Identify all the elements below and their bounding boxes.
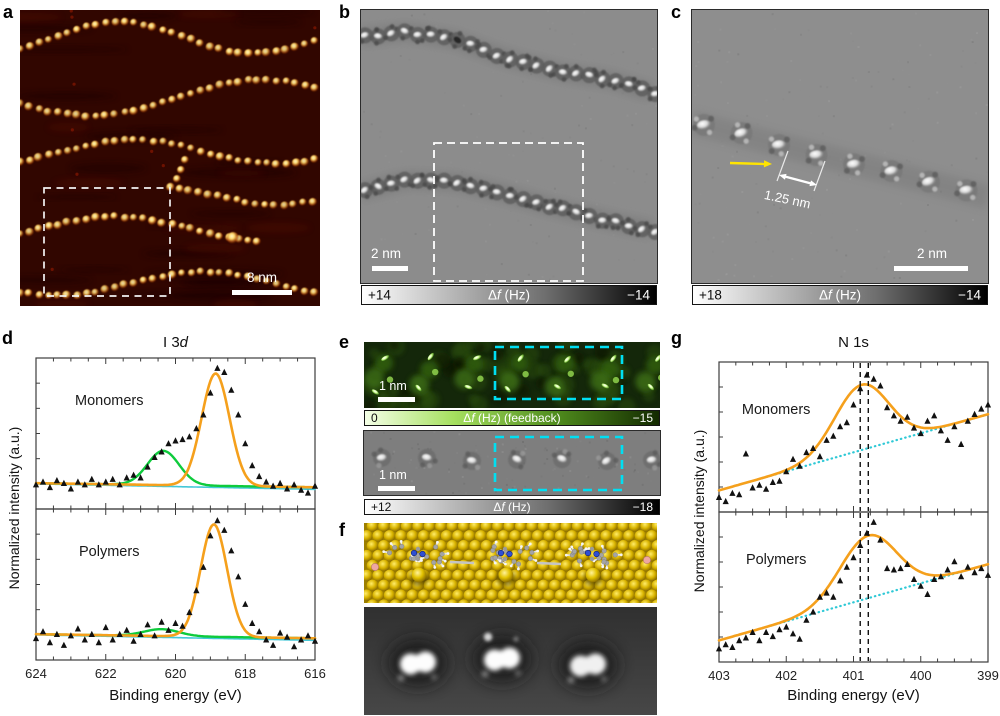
afm-image-b bbox=[360, 9, 658, 284]
nitrogen-atom bbox=[497, 549, 505, 557]
dashed-roi-box-e-bottom bbox=[493, 435, 624, 492]
colorbar-e-feedback-min: 0 bbox=[371, 411, 378, 425]
nitrogen-atom bbox=[419, 550, 426, 558]
panel-label-d: d bbox=[2, 328, 13, 348]
colorbar-e-feedback-max: −15 bbox=[632, 411, 653, 425]
n1s-series-label-polymers: Polymers bbox=[746, 552, 806, 568]
i3d-monomers-data-points bbox=[32, 364, 319, 496]
panel-label-g: g bbox=[671, 328, 682, 348]
colorbar-c-min: +18 bbox=[699, 287, 722, 303]
x-tick-label: 624 bbox=[25, 666, 47, 681]
colorbar-e-feedback-label: Δf (Hz) (feedback) bbox=[463, 411, 561, 425]
x-tick-label: 399 bbox=[977, 668, 999, 683]
n1s-panel-polymers: 403 402 401 400 399 Polymers bbox=[708, 511, 999, 683]
colorbar-c-label: Δf (Hz) bbox=[818, 287, 862, 303]
chart-title-n1s: N 1s bbox=[838, 334, 869, 351]
stm-image-a bbox=[20, 10, 320, 306]
dashed-roi-box-a bbox=[43, 187, 171, 297]
nitrogen-atom bbox=[593, 550, 600, 558]
x-tick-label: 401 bbox=[843, 668, 865, 683]
scalebar-c-label: 2 nm bbox=[916, 246, 947, 261]
scalebar-c-bar bbox=[894, 266, 968, 271]
x-tick-label: 618 bbox=[234, 666, 256, 681]
panel-label-b: b bbox=[339, 2, 350, 22]
i3d-monomers-main-peak bbox=[34, 372, 317, 489]
i3d-series-label-polymers: Polymers bbox=[79, 544, 139, 560]
n1s-monomers-data-points bbox=[715, 371, 992, 505]
x-axis-label-g: Binding energy (eV) bbox=[787, 687, 920, 704]
colorbar-b-max: −14 bbox=[627, 287, 650, 303]
n1s-polymers-fit bbox=[717, 533, 990, 642]
xps-spectrum-i3d: Monomers 624 622 620 618 616 Polymers bbox=[25, 357, 326, 681]
chart-title-i3d: I 3d bbox=[162, 334, 189, 351]
x-tick-label: 622 bbox=[95, 666, 117, 681]
colorbar-c-max: −14 bbox=[958, 287, 981, 303]
scalebar-b-bar bbox=[372, 266, 408, 271]
i3d-panel-polymers: 624 622 620 618 616 Polymers bbox=[25, 508, 326, 681]
n1s-series-label-monomers: Monomers bbox=[742, 402, 811, 418]
scalebar-e-top-bar bbox=[378, 397, 415, 402]
x-axis-label-d: Binding energy (eV) bbox=[109, 687, 242, 704]
simulated-molecule-blob bbox=[484, 647, 520, 671]
scalebar-b-label: 2 nm bbox=[371, 246, 402, 261]
scalebar-e-top-label: 1 nm bbox=[379, 379, 407, 393]
halogen-atom bbox=[643, 556, 651, 564]
nitrogen-atom bbox=[410, 549, 418, 557]
dashed-roi-box-e-top bbox=[493, 345, 624, 401]
i3d-panel-monomers: Monomers bbox=[32, 357, 319, 510]
panel-label-c: c bbox=[671, 2, 682, 22]
panel-label-e: e bbox=[339, 332, 350, 352]
colorbar-b-label: Δf (Hz) bbox=[487, 287, 531, 303]
molecular-model-f bbox=[364, 523, 657, 603]
n1s-polymers-data-points bbox=[715, 518, 992, 652]
afm-constant-height-image-e bbox=[363, 430, 661, 496]
nitrogen-atom bbox=[584, 549, 592, 557]
simulated-afm-f bbox=[364, 607, 657, 715]
x-tick-label: 400 bbox=[910, 668, 932, 683]
distance-double-arrow bbox=[782, 174, 814, 186]
x-tick-label: 616 bbox=[304, 666, 326, 681]
yellow-arrow bbox=[729, 161, 767, 166]
colorbar-b: +14 Δf (Hz) −14 bbox=[361, 285, 657, 305]
i3d-polymers-main-peak bbox=[34, 523, 317, 640]
scalebar-e-bottom-label: 1 nm bbox=[379, 468, 407, 482]
xps-spectrum-n1s: Monomers 403 402 401 400 399 Polymers bbox=[708, 361, 999, 683]
x-tick-label: 403 bbox=[708, 668, 730, 683]
colorbar-e-constant-max: −18 bbox=[632, 500, 653, 514]
x-tick-label: 620 bbox=[165, 666, 187, 681]
panel-label-f: f bbox=[339, 520, 345, 540]
nitrogen-atom bbox=[506, 550, 513, 558]
x-tick-label: 402 bbox=[775, 668, 797, 683]
scalebar-e-bottom-bar bbox=[378, 486, 415, 491]
colorbar-e-feedback: 0 Δf (Hz) (feedback) −15 bbox=[364, 410, 660, 426]
i3d-series-label-monomers: Monomers bbox=[75, 393, 144, 409]
scalebar-a-label: 8 nm bbox=[246, 270, 277, 285]
afm-image-c bbox=[691, 9, 989, 284]
panel-label-a: a bbox=[3, 2, 14, 22]
colorbar-e-constant-label: Δf (Hz) bbox=[493, 500, 531, 514]
colorbar-c: +18 Δf (Hz) −14 bbox=[692, 285, 988, 305]
simulated-molecule-blob bbox=[570, 653, 606, 677]
colorbar-e-constant: +12 Δf (Hz) −18 bbox=[364, 499, 660, 515]
colorbar-e-constant-min: +12 bbox=[371, 500, 392, 514]
halogen-atom bbox=[371, 563, 379, 571]
colorbar-b-min: +14 bbox=[368, 287, 391, 303]
n1s-monomers-fit bbox=[717, 382, 990, 492]
simulated-molecule-blob bbox=[400, 651, 436, 675]
n1s-panel-monomers: Monomers bbox=[715, 361, 992, 513]
i3d-polymers-data-points bbox=[32, 517, 319, 650]
scalebar-a-bar bbox=[232, 290, 292, 295]
